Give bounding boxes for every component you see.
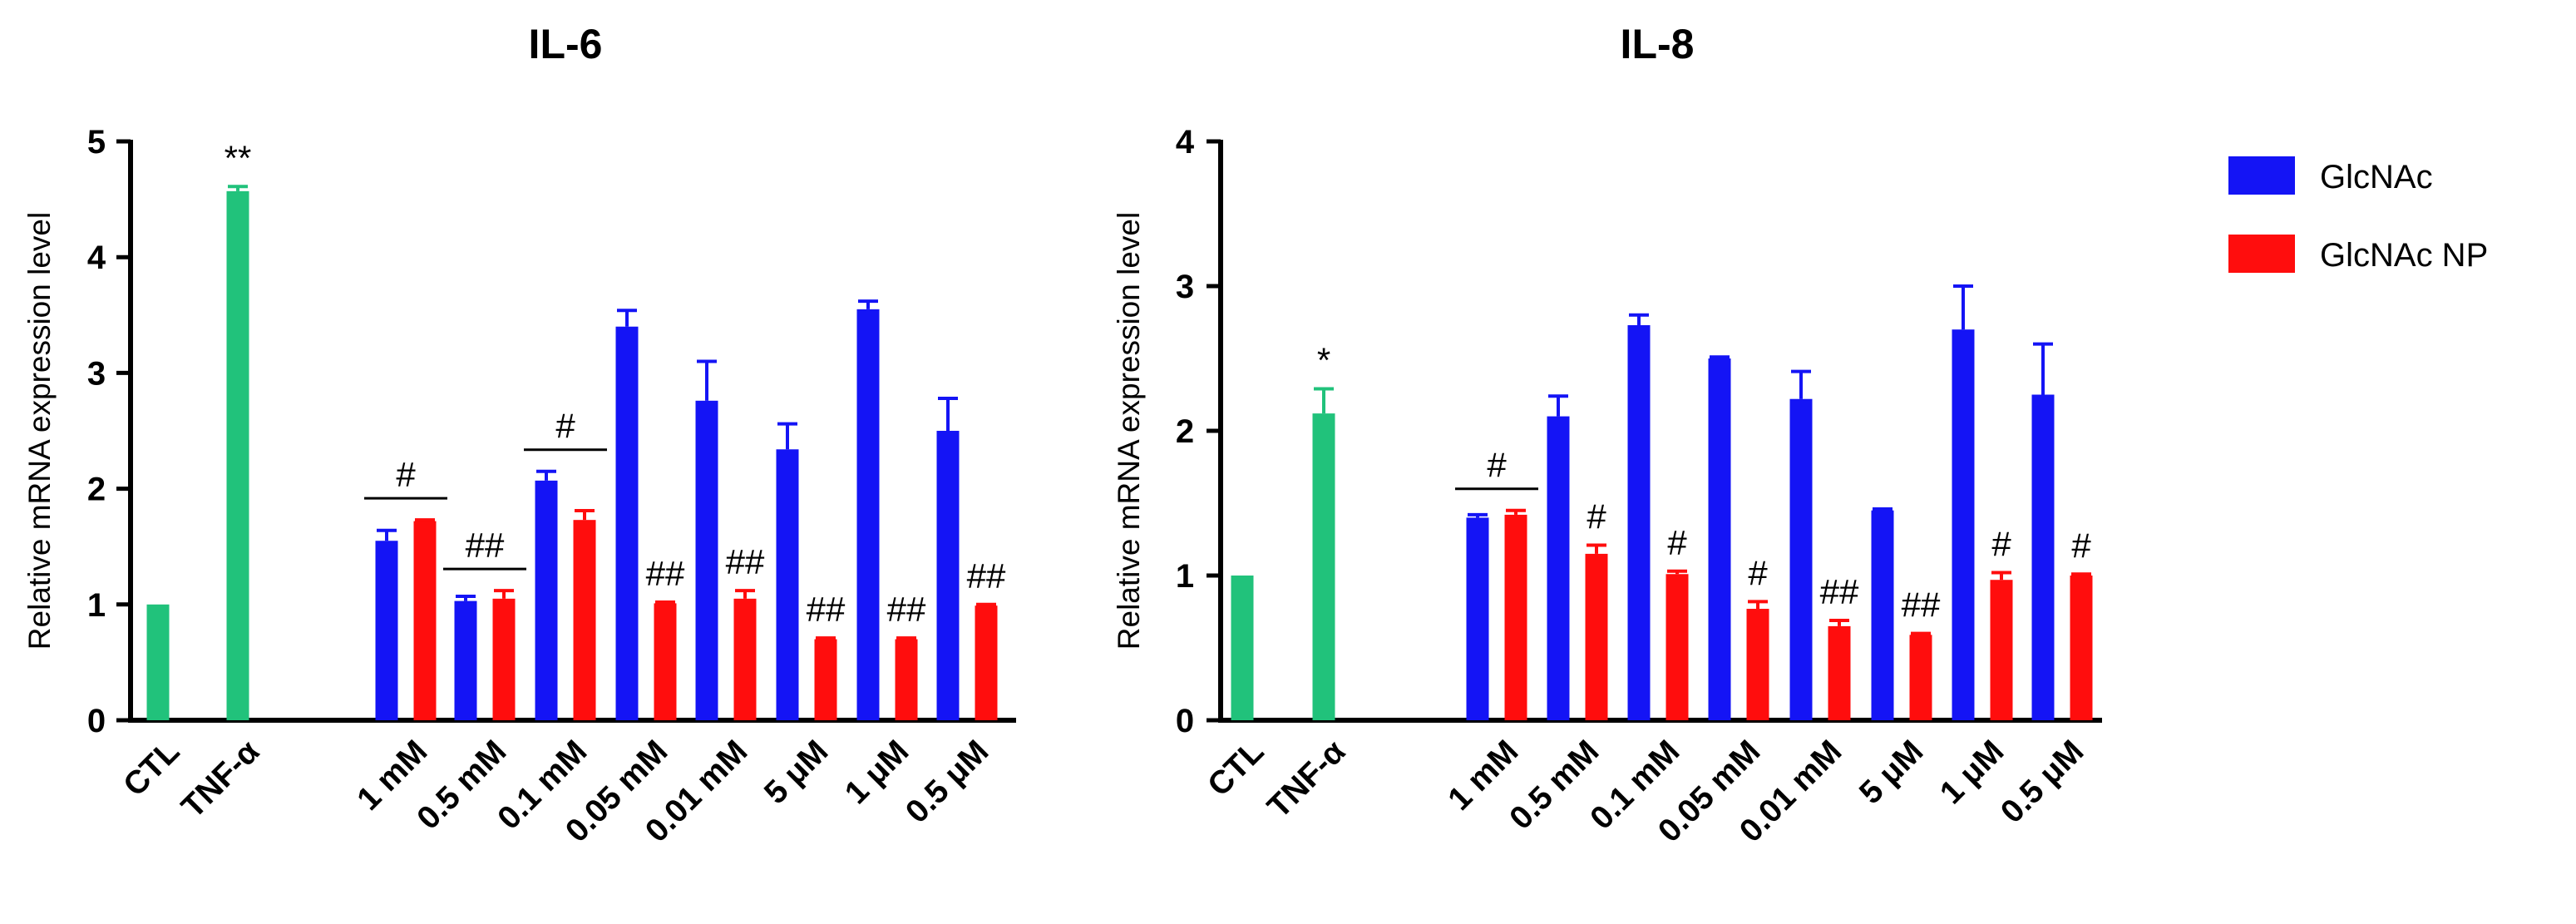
y-axis-label: Relative mRNA expression level — [22, 212, 57, 650]
chart-title: IL-8 — [1621, 21, 1695, 67]
bar-glcnac — [856, 309, 880, 720]
bar-glcnac-np — [654, 603, 677, 720]
legend-label-glcnac-np: GlcNAc NP — [2320, 237, 2488, 274]
bar-glcnac — [695, 400, 718, 720]
x-tick-label: CTL — [116, 734, 186, 803]
y-tick-label: 0 — [1176, 703, 1194, 739]
y-tick-label: 1 — [1176, 558, 1194, 595]
significance-mark: ## — [726, 542, 765, 581]
bar-glcnac-np — [492, 598, 516, 720]
y-tick-label: 5 — [87, 124, 106, 161]
y-tick-label: 0 — [87, 703, 106, 739]
y-tick-label: 2 — [1176, 413, 1194, 450]
bar-glcnac — [1871, 510, 1894, 720]
bar-glcnac — [375, 541, 398, 720]
bar-glcnac-np — [1666, 574, 1689, 720]
significance-mark: # — [1487, 446, 1507, 485]
bar-control-1 — [226, 190, 249, 720]
bar-glcnac-np — [1504, 514, 1527, 720]
y-axis-label: Relative mRNA expression level — [1112, 212, 1146, 650]
bar-glcnac-np — [1990, 580, 2013, 720]
y-tick-label: 2 — [87, 472, 106, 508]
significance-mark: * — [1317, 341, 1330, 380]
x-tick-label: 0.5 mM — [1503, 734, 1606, 837]
bar-glcnac-np — [975, 605, 998, 720]
significance-mark: ## — [807, 590, 846, 629]
bar-glcnac — [1789, 398, 1813, 720]
bar-glcnac — [1466, 517, 1489, 720]
significance-mark: # — [1991, 525, 2011, 564]
significance-mark: # — [1587, 497, 1606, 536]
bar-glcnac-np — [733, 598, 757, 720]
x-tick-label: 0.5 mM — [410, 734, 513, 837]
x-tick-label: 5 μM — [758, 734, 835, 811]
bar-glcnac-np — [895, 639, 918, 720]
y-tick-label: 3 — [1176, 269, 1194, 305]
bar-glcnac — [1547, 416, 1570, 720]
bar-control-0 — [1231, 576, 1254, 720]
significance-mark: ## — [646, 554, 685, 593]
bar-glcnac — [1627, 324, 1651, 720]
x-tick-label: 0.5 μM — [899, 734, 995, 830]
significance-mark: ## — [466, 526, 505, 565]
il6-panel: IL-6 Relative mRNA expression level 0 1 2 3 4 5… — [22, 21, 1016, 849]
y-tick-label: 4 — [1176, 124, 1195, 161]
significance-mark: ## — [1902, 586, 1941, 625]
legend-swatch-glcnac-np — [2228, 235, 2295, 273]
significance-mark: # — [396, 455, 416, 494]
bar-glcnac — [2031, 394, 2055, 720]
bar-glcnac — [615, 326, 639, 720]
bar-glcnac — [1952, 329, 1975, 720]
x-tick-label: CTL — [1201, 734, 1271, 803]
bar-glcnac — [776, 449, 799, 720]
bar-glcnac-np — [1909, 635, 1932, 720]
bar-glcnac-np — [2070, 576, 2093, 720]
significance-mark: ** — [225, 138, 252, 177]
legend-swatch-glcnac — [2228, 156, 2295, 195]
bar-control-1 — [1312, 413, 1335, 720]
significance-mark: ## — [887, 590, 926, 629]
chart-title: IL-6 — [529, 21, 603, 67]
x-tick-label: 5 μM — [1853, 734, 1930, 811]
x-tick-label: TNF-α — [175, 734, 266, 825]
significance-mark: # — [1748, 553, 1768, 592]
bar-glcnac — [535, 480, 558, 720]
bar-glcnac-np — [413, 521, 437, 720]
bar-glcnac-np — [814, 639, 837, 720]
bar-glcnac — [936, 431, 960, 720]
significance-mark: ## — [967, 556, 1006, 595]
il8-panel: IL-8 Relative mRNA expression level 0 1 2 3 4 C… — [1112, 21, 2102, 849]
legend: GlcNAc GlcNAc NP — [2228, 156, 2488, 274]
bar-control-0 — [146, 604, 170, 720]
y-tick-label: 3 — [87, 355, 106, 392]
significance-mark: # — [2071, 526, 2091, 565]
bar-glcnac — [454, 600, 477, 720]
significance-mark: ## — [1820, 572, 1859, 611]
legend-label-glcnac: GlcNAc — [2320, 159, 2433, 195]
significance-mark: # — [555, 407, 575, 446]
bar-glcnac-np — [1746, 609, 1769, 720]
x-tick-label: TNF-α — [1261, 734, 1352, 825]
y-tick-label: 4 — [87, 240, 106, 276]
x-tick-label: 0.5 μM — [1994, 734, 2090, 830]
bar-glcnac-np — [573, 520, 596, 720]
significance-mark: # — [1667, 523, 1687, 562]
bar-glcnac-np — [1828, 625, 1851, 720]
bar-glcnac — [1708, 358, 1731, 720]
y-tick-label: 1 — [87, 587, 106, 624]
bar-glcnac-np — [1585, 553, 1608, 720]
